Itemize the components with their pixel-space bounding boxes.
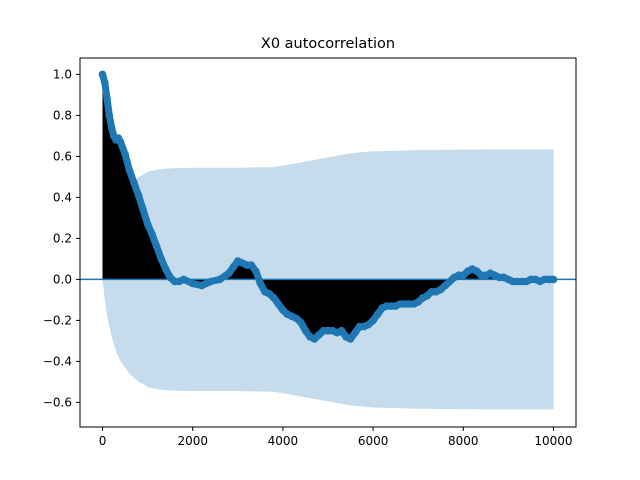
acf-point <box>121 150 129 159</box>
acf-point <box>216 275 224 284</box>
acf-point <box>116 138 125 146</box>
acf-point <box>105 111 114 120</box>
x-tick-label: 8000 <box>448 434 479 448</box>
chart-title: X0 autocorrelation <box>261 36 395 52</box>
acf-point <box>188 279 197 288</box>
y-tick-label: 0.8 <box>53 108 72 122</box>
y-tick-label: 0.2 <box>53 231 72 245</box>
acf-point <box>139 205 147 214</box>
x-tick-label: 6000 <box>358 434 389 448</box>
acf-point <box>252 267 260 276</box>
y-tick-label: 0.0 <box>53 272 72 286</box>
acf-point <box>161 265 170 273</box>
y-axis-ticks: −0.6 −0.4 −0.2 0.0 0.2 0.4 0.6 0.8 1.0 <box>43 67 80 409</box>
acf-point <box>130 179 138 187</box>
acf-point <box>247 261 256 269</box>
x-tick-label: 2000 <box>177 434 208 448</box>
acf-point <box>107 123 116 132</box>
acf-point <box>157 255 165 263</box>
acf-point <box>301 326 310 335</box>
acf-marker-layer <box>98 70 558 343</box>
y-tick-label: 1.0 <box>53 67 72 81</box>
x-axis-ticks: 0 2000 4000 6000 8000 10000 <box>99 427 573 448</box>
acf-point <box>337 326 346 335</box>
acf-point <box>98 70 107 79</box>
acf-point <box>229 263 238 271</box>
acf-point <box>256 279 265 288</box>
acf-point <box>270 294 278 302</box>
acf-point <box>101 78 109 87</box>
y-tick-label: −0.2 <box>43 313 72 327</box>
acf-point <box>549 275 558 284</box>
acf-point <box>125 167 134 175</box>
acf-point <box>351 328 359 337</box>
acf-point <box>274 300 283 308</box>
x-tick-label: 0 <box>99 434 107 448</box>
acf-point <box>143 220 152 228</box>
acf-point <box>225 269 233 278</box>
y-tick-label: −0.4 <box>43 354 72 368</box>
y-tick-label: 0.6 <box>53 149 72 163</box>
acf-point <box>297 318 305 327</box>
acf-stem-layer <box>102 74 554 339</box>
acf-point <box>346 335 355 343</box>
acf-point <box>152 242 161 251</box>
acf-point <box>148 230 156 239</box>
y-tick-label: 0.4 <box>53 190 72 204</box>
x-tick-label: 4000 <box>268 434 299 448</box>
acf-point <box>179 275 188 284</box>
y-tick-label: −0.6 <box>43 395 72 409</box>
acf-point <box>197 281 206 290</box>
acf-stems <box>102 74 554 339</box>
acf-point <box>207 277 215 286</box>
acf-point <box>369 316 377 325</box>
acf-point <box>134 191 143 200</box>
x-tick-label: 10000 <box>534 434 572 448</box>
plot-area-frame <box>79 57 577 428</box>
acf-point <box>373 310 382 319</box>
acf-point <box>103 95 111 103</box>
